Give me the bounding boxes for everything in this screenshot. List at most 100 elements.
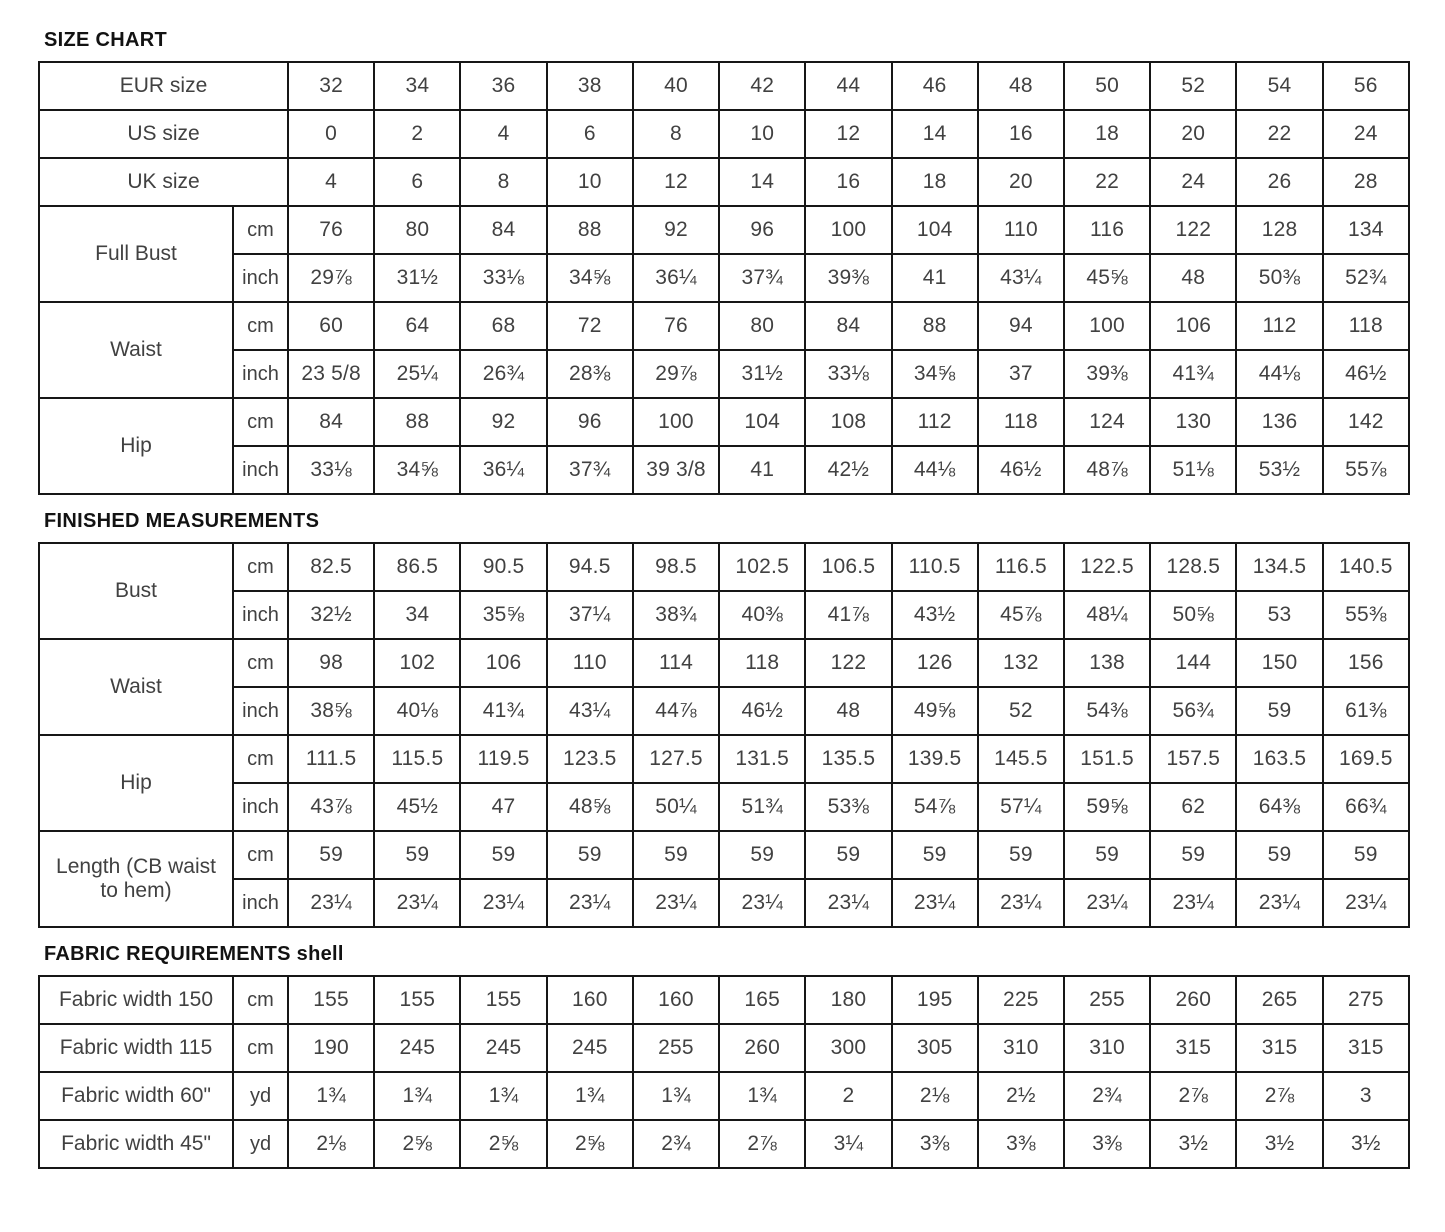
value-cell: 23¼ xyxy=(1149,878,1238,928)
value-cell: 25¼ xyxy=(373,349,462,399)
value-cell: 40⅜ xyxy=(718,590,807,640)
value-cell: 44⅛ xyxy=(1235,349,1324,399)
value-cell: 26¾ xyxy=(459,349,548,399)
row-label: Fabric width 60" xyxy=(38,1071,234,1121)
value-cell: 265 xyxy=(1235,975,1324,1025)
row-label: Bust xyxy=(38,542,234,640)
table-row: Waist cm 60 64 68 72 76 80 84 88 94 100 106 112 118 xyxy=(38,301,1411,399)
value-cell: 23¼ xyxy=(286,878,376,928)
value-cell: 62 xyxy=(1149,782,1238,832)
finished-measurements-title: FINISHED MEASUREMENTS xyxy=(44,510,320,532)
value-cell: 92 xyxy=(631,205,721,255)
value-cell: 123.5 xyxy=(545,734,634,784)
value-cell: 59 xyxy=(631,830,721,880)
value-cell: 260 xyxy=(1149,975,1238,1025)
value-cell: 315 xyxy=(1235,1023,1324,1073)
value-cell: 1¾ xyxy=(459,1071,548,1121)
value-cell: 41¾ xyxy=(459,686,548,736)
row-label: US size xyxy=(38,109,289,159)
value-cell: 255 xyxy=(631,1023,721,1073)
value-cell: 24 xyxy=(1321,109,1411,159)
fabric-requirements-table-container: Fabric width 150 cm 155 155 155 160 160 165 180 1… xyxy=(38,975,1411,1169)
value-cell: 315 xyxy=(1321,1023,1411,1073)
value-cell: 90.5 xyxy=(459,542,548,592)
value-cell: 66¾ xyxy=(1321,782,1411,832)
table-row: inch 43⅞ 45½ 47 48⅝ 50¼ 51¾ 53⅜ 54⅞ 57¼ 59⅝ 62 64⅜ 66… xyxy=(39,782,1411,832)
value-cell: 245 xyxy=(459,1023,548,1073)
value-cell: 14 xyxy=(890,109,979,159)
value-cell: 100 xyxy=(1062,301,1152,351)
value-cell: 35⅝ xyxy=(459,590,548,640)
value-cell: 86.5 xyxy=(373,542,462,592)
value-cell: 1¾ xyxy=(286,1071,376,1121)
value-cell: 145.5 xyxy=(976,734,1065,784)
value-cell: 2⅝ xyxy=(373,1119,462,1169)
value-cell: 43¼ xyxy=(976,253,1065,303)
value-cell: 116 xyxy=(1062,205,1152,255)
value-cell: 23¼ xyxy=(976,878,1065,928)
value-cell: 118 xyxy=(1321,301,1411,351)
value-cell: 46 xyxy=(890,61,979,111)
row-label: Fabric width 45" xyxy=(38,1119,234,1169)
value-cell: 122 xyxy=(1149,205,1238,255)
value-cell: 43½ xyxy=(890,590,979,640)
value-cell: 142 xyxy=(1321,397,1411,447)
value-cell: 3½ xyxy=(1321,1119,1411,1169)
value-cell: 4 xyxy=(286,157,376,207)
value-cell: 104 xyxy=(718,397,807,447)
value-cell: 36¼ xyxy=(631,253,721,303)
value-cell: 1¾ xyxy=(545,1071,634,1121)
value-cell: 106 xyxy=(459,638,548,688)
value-cell: 56¾ xyxy=(1149,686,1238,736)
value-cell: 94 xyxy=(976,301,1065,351)
table-row: Fabric width 45" yd 2⅛ 2⅝ 2⅝ 2⅝ 2¾ 2⅞ 3¼ 3⅜ 3⅜ 3⅜ 3½… xyxy=(38,1119,1411,1169)
value-cell: 112 xyxy=(1235,301,1324,351)
finished-measurements-table-container: Bust cm 82.5 86.5 90.5 94.5 98.5 102.5 106.5 110.… xyxy=(38,542,1411,928)
row-label: Waist xyxy=(38,301,234,399)
value-cell: 36¼ xyxy=(459,445,548,495)
value-cell: 37 xyxy=(976,349,1065,399)
value-cell: 53½ xyxy=(1235,445,1324,495)
table-row: Hip cm 84 88 92 96 100 104 108 112 118 124 130 136 142 xyxy=(38,397,1411,495)
value-cell: 41⅞ xyxy=(804,590,893,640)
value-cell: 31½ xyxy=(718,349,807,399)
value-cell: 23¼ xyxy=(1235,878,1324,928)
value-cell: 23¼ xyxy=(890,878,979,928)
unit-label: cm xyxy=(232,205,289,255)
value-cell: 34⅝ xyxy=(890,349,979,399)
table-row: Length (CB waist to hem) cm 59 59 59 59 59 59 59… xyxy=(38,830,1411,928)
value-cell: 310 xyxy=(1062,1023,1152,1073)
value-cell: 2⅛ xyxy=(890,1071,979,1121)
value-cell: 80 xyxy=(718,301,807,351)
value-cell: 134 xyxy=(1321,205,1411,255)
value-cell: 2⅝ xyxy=(459,1119,548,1169)
value-cell: 155 xyxy=(373,975,462,1025)
value-cell: 29⅞ xyxy=(286,253,376,303)
row-label: Full Bust xyxy=(38,205,234,303)
value-cell: 55⅜ xyxy=(1321,590,1411,640)
value-cell: 59 xyxy=(545,830,634,880)
value-cell: 135.5 xyxy=(804,734,893,784)
value-cell: 26 xyxy=(1235,157,1324,207)
value-cell: 42 xyxy=(718,61,807,111)
value-cell: 59⅝ xyxy=(1062,782,1152,832)
value-cell: 59 xyxy=(1235,830,1324,880)
table-row: inch 29⅞ 31½ 33⅛ 34⅝ 36¼ 37¾ 39⅜ 41 43¼ 45⅝ 48 50⅜ 52… xyxy=(39,253,1411,303)
value-cell: 2¾ xyxy=(1062,1071,1152,1121)
value-cell: 2⅛ xyxy=(286,1119,376,1169)
value-cell: 64⅜ xyxy=(1235,782,1324,832)
value-cell: 139.5 xyxy=(890,734,979,784)
value-cell: 6 xyxy=(545,109,634,159)
value-cell: 2⅞ xyxy=(1235,1071,1324,1121)
value-cell: 76 xyxy=(631,301,721,351)
value-cell: 96 xyxy=(545,397,634,447)
table-row: US size 0 2 4 6 8 10 12 14 16 18 20 22 24 xyxy=(38,109,1411,159)
value-cell: 3½ xyxy=(1235,1119,1324,1169)
row-label: Hip xyxy=(38,397,234,495)
unit-label: inch xyxy=(232,590,289,640)
value-cell: 150 xyxy=(1235,638,1324,688)
unit-label: inch xyxy=(232,878,289,928)
value-cell: 1¾ xyxy=(631,1071,721,1121)
table-row: inch 32½ 34 35⅝ 37¼ 38¾ 40⅜ 41⅞ 43½ 45⅞ 48¼ 50⅝ 53 55… xyxy=(39,590,1411,640)
